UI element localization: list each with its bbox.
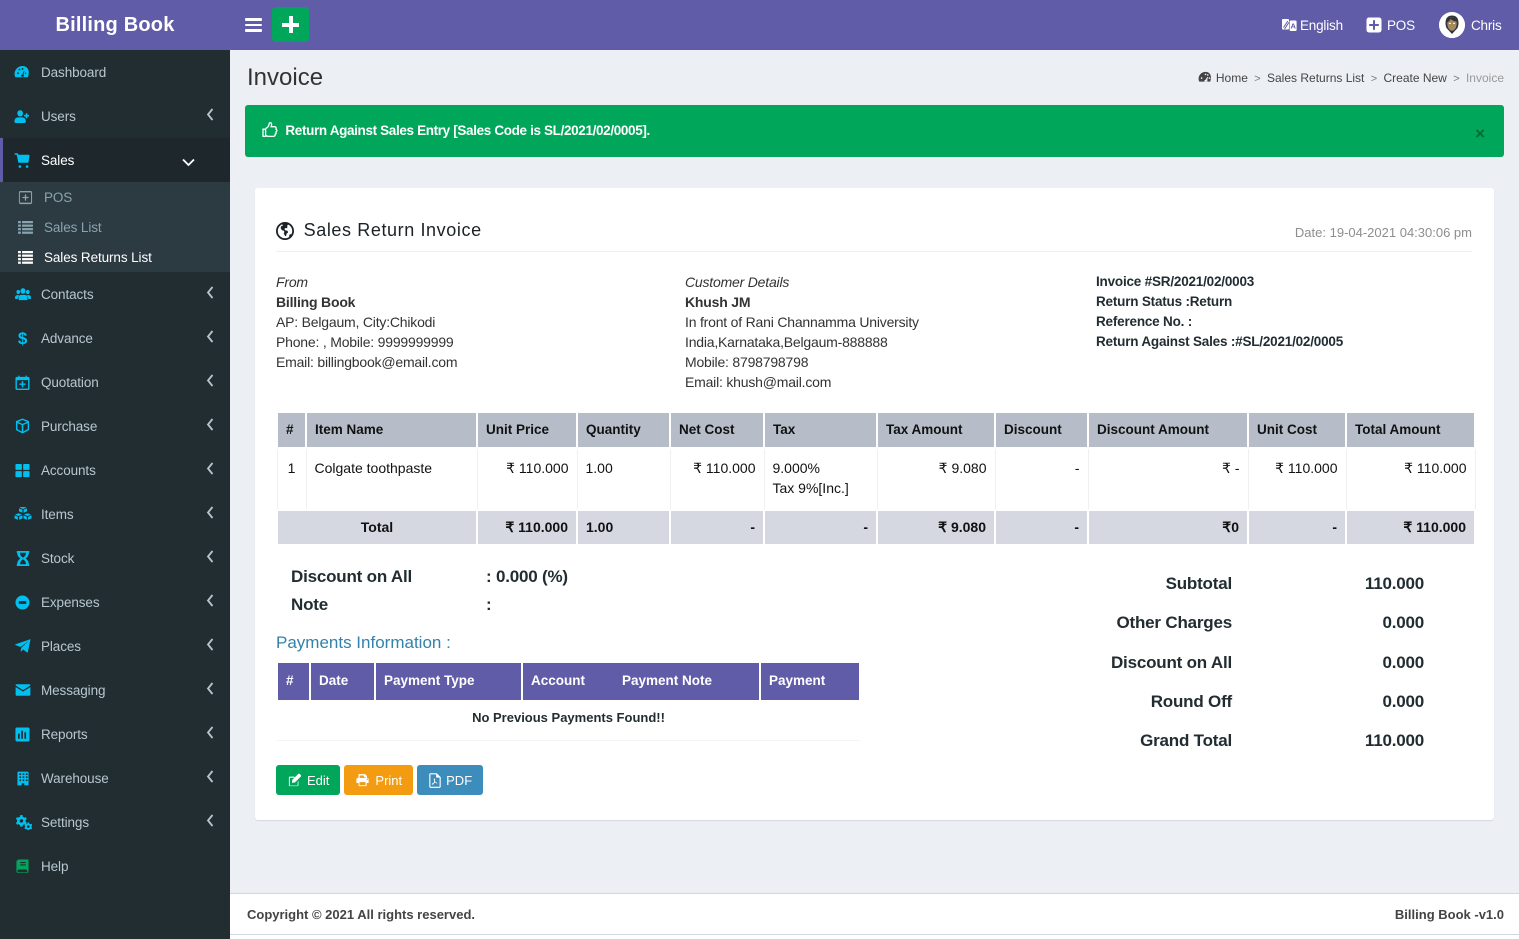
svg-text:A: A [1290,22,1296,31]
